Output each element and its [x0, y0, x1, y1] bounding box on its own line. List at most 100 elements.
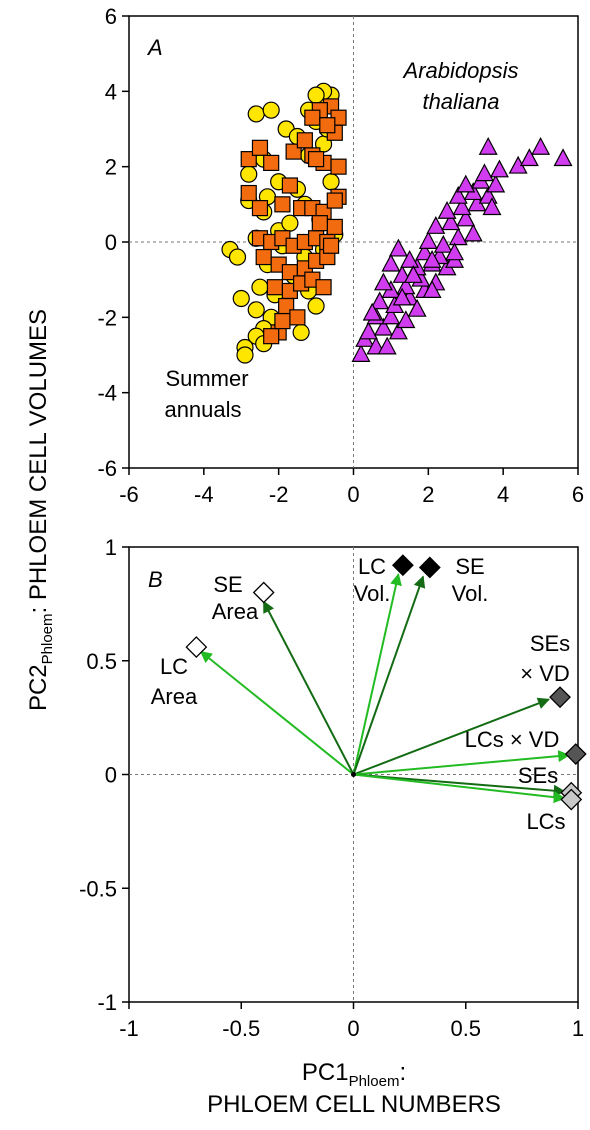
square-point — [251, 139, 269, 156]
circle-point — [228, 248, 247, 266]
panel-a-x-tick-label: -6 — [119, 482, 139, 507]
loading-diamond-marker — [252, 581, 275, 604]
loading-diamond-marker — [418, 556, 441, 579]
square-point — [307, 151, 325, 168]
circle-point — [240, 165, 258, 183]
square-point — [296, 132, 313, 149]
loading-arrow — [199, 650, 355, 776]
lc-vol-label-line1: LC — [358, 554, 386, 579]
square-point — [289, 309, 306, 326]
summer-annuals-label-line1: Summer — [165, 366, 248, 391]
panel-b-x-tick-label: -1 — [119, 1016, 139, 1041]
triangle-point — [377, 336, 397, 355]
panel-a-y-tick-label: -2 — [97, 305, 117, 330]
panel-a-y-tick-label: 4 — [105, 79, 117, 104]
square-point — [240, 184, 257, 202]
triangle-point — [531, 136, 551, 155]
summer-annuals-label-line2: annuals — [164, 397, 241, 422]
square-point — [263, 154, 280, 171]
circle-point — [251, 278, 269, 296]
circle-point — [307, 297, 325, 315]
circle-point — [262, 101, 280, 119]
triangle-point — [433, 234, 453, 253]
loading-arrow — [353, 773, 566, 804]
panel-b-y-tick-label: 1 — [105, 535, 117, 560]
circle-point — [232, 289, 250, 308]
panel-a: -6 -4 -2 0 2 4 6 6 4 2 0 -2 -4 -6 A Arabidopsis thali… — [97, 4, 584, 507]
triangle-point — [482, 197, 502, 216]
square-point — [319, 117, 336, 134]
panel-a-points — [221, 82, 573, 364]
origin-dot — [351, 772, 356, 777]
panel-b-ticks: -1 -0.5 0 0.5 1 1 0.5 0 -0.5 -1 — [79, 535, 584, 1041]
triangle-point — [403, 265, 423, 283]
panel-a-x-tick-label: 6 — [572, 482, 584, 507]
triangle-point — [422, 280, 442, 298]
square-point — [315, 279, 332, 296]
loading-arrow — [353, 697, 550, 776]
square-point — [274, 196, 291, 213]
triangle-point — [553, 148, 573, 167]
triangle-point — [370, 291, 390, 310]
triangle-point — [381, 253, 401, 272]
panel-b-label: B — [148, 567, 163, 592]
panel-a-y-tick-label: -4 — [97, 381, 117, 406]
panel-a-y-tick-label: -6 — [97, 456, 117, 481]
panel-a-reference-lines — [129, 16, 578, 468]
triangle-point — [396, 310, 416, 329]
triangle-point — [407, 298, 427, 317]
loading-arrow — [352, 575, 426, 775]
x-axis-title-line2: PHLOEM CELL NUMBERS — [207, 1091, 501, 1118]
square-point — [251, 200, 269, 217]
triangle-point — [392, 287, 412, 306]
panel-b-x-tick-label: 0 — [347, 1016, 359, 1041]
triangle-point — [456, 208, 476, 227]
loading-diamond-marker — [391, 554, 414, 577]
triangle-point — [474, 163, 494, 182]
panel-a-y-tick-label: 6 — [105, 4, 117, 29]
panel-a-x-tick-label: -4 — [194, 482, 214, 507]
triangle-point — [486, 174, 506, 193]
se-area-label-line2: Area — [212, 599, 259, 624]
triangle-point — [456, 174, 476, 193]
circle-point — [292, 323, 310, 341]
panel-b-y-tick-label: -1 — [97, 990, 117, 1015]
ses-vd-label-line2: × VD — [520, 661, 570, 686]
square-point — [326, 192, 343, 209]
x-axis-title-line1: PC1Phloem: — [302, 1059, 406, 1090]
panel-b-vectors — [185, 554, 587, 811]
circle-point — [322, 173, 340, 191]
loading-arrow — [353, 773, 566, 797]
se-area-label-line1: SE — [213, 572, 242, 597]
triangle-point — [441, 212, 461, 231]
ses-label: SEs — [518, 763, 558, 788]
square-point — [263, 328, 280, 345]
panel-a-ticks: -6 -4 -2 0 2 4 6 6 4 2 0 -2 -4 -6 — [97, 4, 584, 507]
triangle-point — [415, 242, 435, 261]
triangle-point — [463, 223, 483, 242]
triangle-point — [445, 242, 465, 261]
triangle-point — [448, 227, 468, 246]
panel-b-y-tick-label: -0.5 — [79, 876, 117, 901]
triangle-point — [452, 197, 472, 216]
circle-point — [307, 86, 325, 104]
panel-b-y-tick-label: 0 — [105, 763, 117, 788]
square-point — [255, 248, 272, 266]
panel-a-x-tick-label: 0 — [347, 482, 359, 507]
lcs-label: LCs — [526, 809, 565, 834]
panel-a-y-tick-label: 2 — [105, 155, 117, 180]
square-point — [322, 237, 340, 254]
se-vol-label-line2: Vol. — [452, 581, 489, 606]
triangle-point — [373, 317, 393, 336]
square-point — [311, 215, 328, 232]
square-point — [266, 279, 284, 296]
loading-diamond-marker — [185, 636, 208, 659]
triangle-point — [358, 321, 378, 340]
lc-area-label-line2: Area — [151, 684, 198, 709]
panel-b-x-tick-label: 1 — [572, 1016, 584, 1041]
triangle-point — [373, 272, 393, 291]
triangle-point — [478, 136, 498, 155]
circle-point — [281, 214, 299, 232]
lcs-vd-label: LCs × VD — [465, 727, 560, 752]
